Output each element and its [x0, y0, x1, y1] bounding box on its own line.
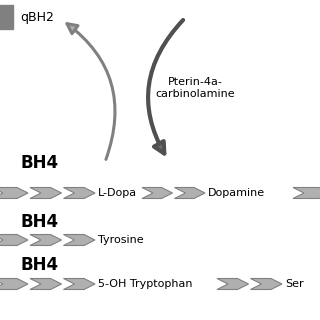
- Text: BH4: BH4: [20, 154, 58, 172]
- Polygon shape: [63, 235, 95, 245]
- Text: Ser: Ser: [285, 279, 304, 289]
- Text: 5-OH Tryptophan: 5-OH Tryptophan: [98, 279, 193, 289]
- Polygon shape: [0, 188, 28, 198]
- Polygon shape: [30, 235, 61, 245]
- Polygon shape: [0, 235, 28, 245]
- Text: BH4: BH4: [20, 213, 58, 231]
- Polygon shape: [0, 278, 28, 290]
- Text: L-Dopa: L-Dopa: [98, 188, 137, 198]
- Polygon shape: [251, 278, 282, 290]
- Text: BH4: BH4: [20, 256, 58, 274]
- FancyArrowPatch shape: [148, 20, 183, 154]
- Text: Tyrosine: Tyrosine: [98, 235, 144, 245]
- Polygon shape: [174, 188, 205, 198]
- Polygon shape: [63, 278, 95, 290]
- Polygon shape: [30, 188, 61, 198]
- Polygon shape: [30, 278, 61, 290]
- Bar: [0, 5, 13, 29]
- FancyArrowPatch shape: [67, 24, 115, 159]
- Polygon shape: [142, 188, 172, 198]
- Polygon shape: [293, 188, 320, 198]
- Text: Dopamine: Dopamine: [208, 188, 265, 198]
- Text: Pterin-4a-
carbinolamine: Pterin-4a- carbinolamine: [155, 77, 235, 99]
- Text: qBH2: qBH2: [20, 11, 54, 23]
- Polygon shape: [63, 188, 95, 198]
- Polygon shape: [217, 278, 249, 290]
